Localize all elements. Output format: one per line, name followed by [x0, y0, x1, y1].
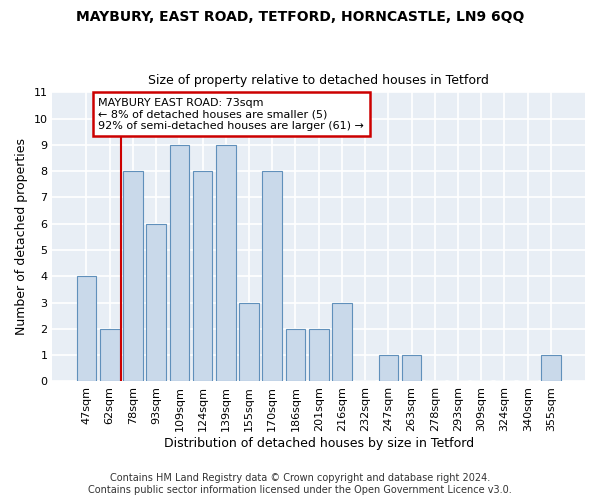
- Bar: [100, 329, 119, 382]
- Bar: [123, 171, 143, 382]
- Text: Contains HM Land Registry data © Crown copyright and database right 2024.
Contai: Contains HM Land Registry data © Crown c…: [88, 474, 512, 495]
- Bar: [216, 145, 236, 382]
- Bar: [332, 302, 352, 382]
- Bar: [239, 302, 259, 382]
- Bar: [379, 355, 398, 382]
- Title: Size of property relative to detached houses in Tetford: Size of property relative to detached ho…: [148, 74, 489, 87]
- Bar: [541, 355, 561, 382]
- Bar: [286, 329, 305, 382]
- Y-axis label: Number of detached properties: Number of detached properties: [15, 138, 28, 336]
- Bar: [193, 171, 212, 382]
- Bar: [146, 224, 166, 382]
- Bar: [402, 355, 421, 382]
- Text: MAYBURY, EAST ROAD, TETFORD, HORNCASTLE, LN9 6QQ: MAYBURY, EAST ROAD, TETFORD, HORNCASTLE,…: [76, 10, 524, 24]
- Text: MAYBURY EAST ROAD: 73sqm
← 8% of detached houses are smaller (5)
92% of semi-det: MAYBURY EAST ROAD: 73sqm ← 8% of detache…: [98, 98, 364, 131]
- Bar: [309, 329, 329, 382]
- Bar: [262, 171, 282, 382]
- Bar: [77, 276, 97, 382]
- X-axis label: Distribution of detached houses by size in Tetford: Distribution of detached houses by size …: [164, 437, 474, 450]
- Bar: [170, 145, 189, 382]
